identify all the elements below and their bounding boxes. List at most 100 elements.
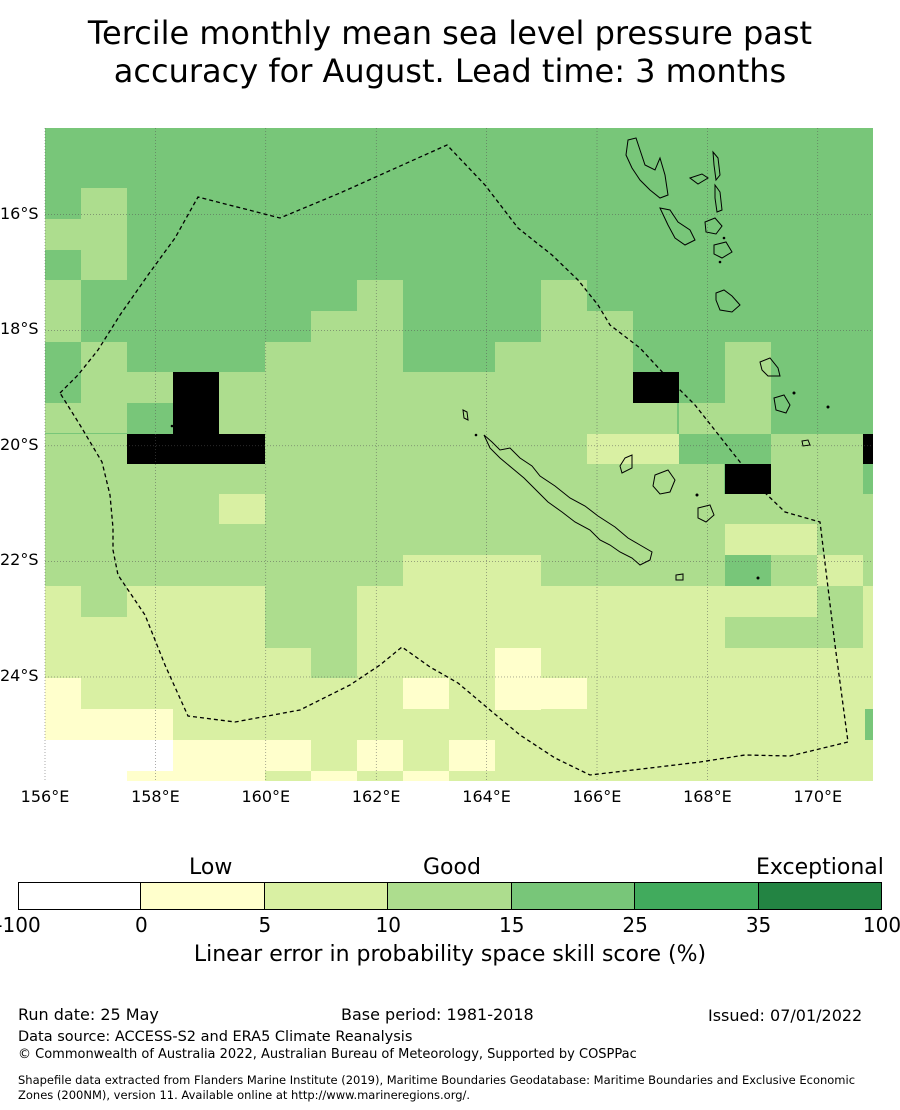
lon-label: 160°E bbox=[241, 787, 291, 806]
skill-cell bbox=[81, 188, 127, 280]
skill-cell bbox=[81, 586, 127, 617]
colorbar-segment bbox=[635, 882, 759, 910]
map-gridlines bbox=[44, 128, 873, 781]
skill-cell bbox=[771, 434, 863, 465]
loyalty-mare-outline bbox=[697, 504, 715, 523]
loyalty-lifou-outline bbox=[652, 469, 676, 495]
loyalty-ouvea-outline bbox=[619, 454, 633, 474]
skill-cell bbox=[863, 434, 873, 464]
colorbar-frame bbox=[18, 882, 882, 910]
colorbar-tick-label: 15 bbox=[498, 913, 525, 937]
copyright: © Commonwealth of Australia 2022, Austra… bbox=[18, 1047, 637, 1062]
skill-cell bbox=[403, 740, 449, 771]
lon-label: 162°E bbox=[351, 787, 401, 806]
skill-cell bbox=[403, 771, 449, 781]
chesterfield-outline bbox=[462, 409, 469, 421]
skill-cell bbox=[449, 678, 495, 709]
lon-label: 168°E bbox=[683, 787, 732, 806]
legend-category-low: Low bbox=[189, 855, 233, 880]
lon-label: 158°E bbox=[131, 787, 180, 806]
skill-cell bbox=[541, 280, 587, 342]
vanuatu-pentecost-outline bbox=[712, 150, 721, 182]
isle-of-pines-outline bbox=[675, 573, 684, 581]
vanuatu-ambae-outline bbox=[688, 173, 709, 185]
skill-cell bbox=[403, 709, 449, 740]
eez-boundary bbox=[59, 144, 849, 776]
skill-cell bbox=[127, 771, 265, 781]
skill-cell bbox=[817, 524, 873, 555]
colorbar-segment bbox=[18, 882, 142, 910]
skill-cell bbox=[541, 555, 725, 586]
lat-label: 20°S bbox=[0, 434, 39, 454]
lat-label: 16°S bbox=[0, 203, 39, 223]
skill-cell bbox=[45, 617, 265, 648]
colorbar-tick-label: 100 bbox=[862, 913, 900, 937]
chart-title: Tercile monthly mean sea level pressure … bbox=[0, 14, 900, 90]
skill-cell bbox=[357, 648, 495, 678]
skill-cell bbox=[45, 464, 724, 494]
vanuatu-espiritu-santo-outline bbox=[625, 137, 669, 199]
skill-cell bbox=[357, 617, 725, 648]
skill-cell bbox=[81, 342, 127, 373]
skill-cell bbox=[357, 280, 403, 311]
lat-label: 22°S bbox=[0, 550, 39, 570]
skill-cell bbox=[45, 219, 81, 250]
vanuatu-malakula-outline bbox=[659, 207, 696, 246]
colorbar-segment bbox=[758, 882, 882, 910]
skill-cell bbox=[265, 403, 677, 434]
skill-cell bbox=[311, 771, 357, 781]
skill-cell bbox=[863, 586, 873, 617]
colorbar-tick-label: 5 bbox=[258, 913, 272, 937]
skill-cell bbox=[45, 586, 81, 617]
title-line-2: accuracy for August. Lead time: 3 months bbox=[113, 52, 787, 90]
vanuatu-efate-outline bbox=[704, 217, 723, 235]
skill-cell bbox=[265, 586, 357, 648]
colorbar-tick-label: 0 bbox=[135, 913, 148, 937]
skill-cell bbox=[495, 648, 541, 710]
lat-label: 24°S bbox=[0, 665, 39, 685]
skill-cell bbox=[725, 464, 771, 494]
colorbar-tick-label: 25 bbox=[622, 913, 648, 937]
shapefile-credit-line-2: Zones (200NM), version 11. Available onl… bbox=[18, 1088, 471, 1102]
skill-cell bbox=[45, 740, 173, 771]
skill-cell bbox=[679, 403, 725, 434]
skill-cell bbox=[45, 403, 127, 433]
skill-cell bbox=[771, 464, 863, 494]
colorbar-segment bbox=[141, 882, 265, 910]
vanuatu-aneityum-outline bbox=[759, 357, 781, 377]
colorbar-tick-label: 10 bbox=[375, 913, 401, 937]
skill-cell bbox=[219, 494, 265, 524]
skill-map bbox=[44, 128, 873, 781]
skill-cell bbox=[771, 555, 817, 586]
skill-grid-cells bbox=[45, 188, 873, 781]
skill-cell bbox=[403, 678, 449, 709]
skill-cell bbox=[725, 342, 771, 434]
run-date: Run date: 25 May bbox=[18, 1005, 159, 1024]
skill-cell bbox=[311, 311, 403, 342]
colorbar bbox=[18, 882, 882, 910]
land-outlines bbox=[170, 137, 830, 581]
colorbar-tick-label: -100 bbox=[0, 913, 41, 937]
data-source: Data source: ACCESS-S2 and ERA5 Climate … bbox=[18, 1029, 413, 1045]
new-caledonia-outline bbox=[483, 434, 653, 566]
skill-cell bbox=[45, 678, 81, 740]
issued-date: Issued: 07/01/2022 bbox=[708, 1006, 863, 1025]
skill-cell bbox=[81, 372, 173, 403]
skill-cell bbox=[725, 617, 863, 648]
skill-cell bbox=[127, 586, 265, 617]
base-period: Base period: 1981-2018 bbox=[341, 1005, 534, 1024]
skill-cell bbox=[633, 372, 679, 403]
skill-cell bbox=[173, 709, 865, 740]
skill-cell bbox=[311, 740, 357, 771]
skill-cell bbox=[265, 342, 403, 404]
lon-label: 166°E bbox=[572, 787, 622, 806]
colorbar-tick-label: 35 bbox=[745, 913, 772, 937]
skill-cell bbox=[265, 434, 587, 464]
matthew-island-outline bbox=[773, 394, 791, 414]
skill-cell bbox=[45, 434, 127, 464]
skill-cell bbox=[587, 434, 679, 464]
walpole-island-outline bbox=[801, 439, 811, 447]
title-line-1: Tercile monthly mean sea level pressure … bbox=[87, 14, 813, 52]
skill-cell bbox=[219, 372, 265, 434]
vanuatu-tanna-outline bbox=[715, 289, 741, 313]
